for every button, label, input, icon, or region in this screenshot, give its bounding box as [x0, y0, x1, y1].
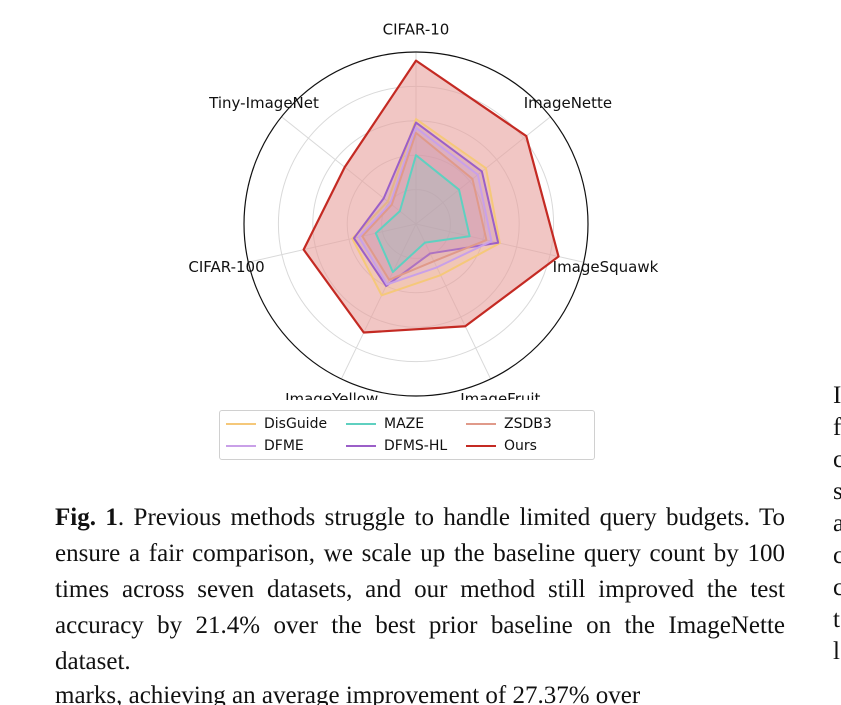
legend-label: Ours	[504, 438, 537, 454]
radar-plot: CIFAR-10 ImageNette ImageSquawk ImageFruit I…	[188, 21, 659, 400]
right-column-line: c	[833, 446, 841, 473]
right-column-line: t	[833, 606, 840, 633]
axis-label-3: ImageSquawk	[553, 258, 659, 276]
legend: DisGuide DFME MAZE DFMS-HL ZSDB3 Ours	[219, 410, 595, 460]
right-column-line: c	[833, 542, 841, 569]
right-column-line: f	[833, 414, 841, 441]
legend-item-maze: MAZE	[346, 413, 466, 435]
axis-label-2: ImageNette	[524, 94, 612, 112]
right-column-line: s	[833, 478, 841, 505]
series-ours	[302, 59, 560, 334]
legend-item-zsdb3: ZSDB3	[466, 413, 586, 435]
legend-swatch	[466, 423, 496, 425]
legend-label: ZSDB3	[504, 416, 552, 432]
axis-label-4: ImageFruit	[460, 390, 540, 400]
legend-label: DisGuide	[264, 416, 328, 432]
figure-caption: Fig. 1. Previous methods struggle to han…	[55, 500, 785, 680]
legend-item-dfme: DFME	[226, 435, 346, 457]
axis-label-6: CIFAR-100	[188, 258, 264, 276]
legend-label: MAZE	[384, 416, 425, 432]
radar-chart: CIFAR-10 ImageNette ImageSquawk ImageFruit I…	[188, 21, 659, 460]
legend-swatch	[226, 423, 256, 425]
series-maze	[374, 154, 471, 274]
right-column-line: a	[833, 510, 841, 537]
legend-item-ours: Ours	[466, 435, 586, 457]
legend-item-disguide: DisGuide	[226, 413, 346, 435]
axis-label-7: Tiny-ImageNet	[208, 94, 319, 112]
series-zsdb3	[361, 131, 488, 281]
axis-label-1: CIFAR-10	[383, 21, 450, 39]
right-column-line: I	[833, 382, 841, 409]
legend-item-dfms-hl: DFMS-HL	[346, 435, 466, 457]
outer-circle	[243, 51, 589, 397]
legend-label: DFME	[264, 438, 304, 454]
right-column-line: c	[833, 574, 841, 601]
axis-label-5: ImageYellow	[285, 390, 378, 400]
right-column-line: l	[833, 638, 840, 665]
caption-text: . Previous methods struggle to handle li…	[55, 504, 786, 675]
legend-swatch	[226, 445, 256, 447]
legend-swatch	[346, 445, 376, 447]
legend-label: DFMS-HL	[384, 438, 448, 454]
legend-swatch	[346, 423, 376, 425]
legend-swatch	[466, 445, 496, 447]
body-text-line: marks, achieving an average improvement …	[55, 682, 641, 705]
caption-label: Fig. 1	[55, 504, 118, 531]
